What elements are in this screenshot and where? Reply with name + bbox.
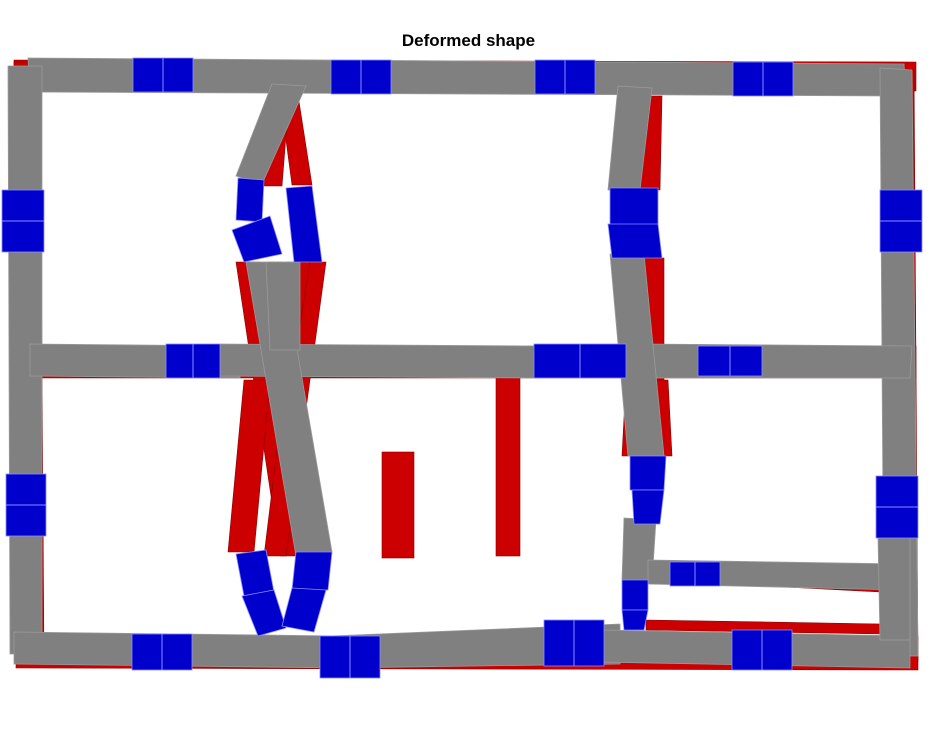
spandrel-right-pier-5: [621, 579, 649, 611]
ref-center-pillar-right: [495, 361, 521, 557]
spandrel-left-pier-1: [235, 177, 265, 223]
spandrel-left-pier-2: [231, 215, 283, 263]
def-mid-beam-right: [639, 343, 913, 379]
spandrel-right-pier-4: [631, 489, 665, 525]
spandrel-left-pier-7: [281, 587, 327, 633]
ref-center-pillar-left: [381, 451, 415, 559]
spandrel-dividers: [2, 58, 922, 678]
def-lower-right-post: [877, 535, 911, 641]
figure-title: Deformed shape: [401, 31, 536, 50]
deformed-shape-layer: [7, 57, 919, 669]
spandrel-left-pier-4: [235, 549, 275, 597]
spandrel-left-pier-5: [241, 589, 287, 637]
ref-diag-5: [227, 379, 271, 553]
spandrel-right-pier-6: [621, 609, 649, 631]
spandrel-left-pier-3: [285, 185, 323, 263]
spandrel-left-pier-6: [291, 551, 333, 591]
spandrel-right-pier-1: [609, 187, 659, 227]
spandrel-right-pier-3: [629, 455, 667, 491]
def-left-pier-x2: [265, 261, 301, 351]
spandrel-right-pier-2: [607, 223, 663, 259]
